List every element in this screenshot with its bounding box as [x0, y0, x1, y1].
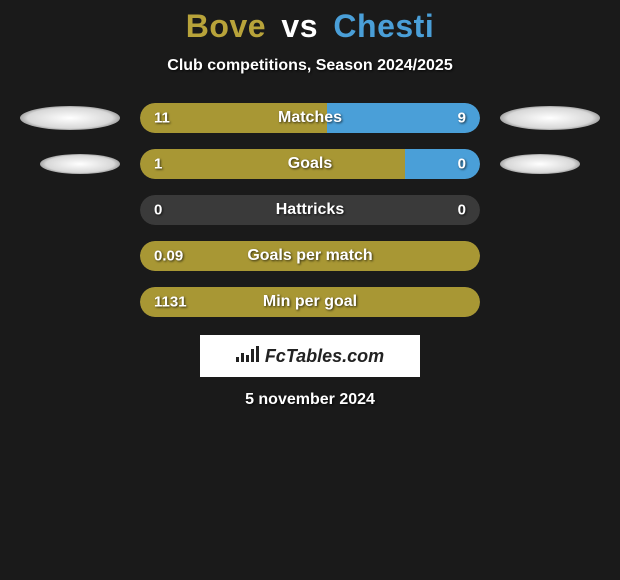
title-vs: vs — [281, 8, 318, 44]
player1-marker — [20, 106, 120, 130]
chart-icon — [236, 346, 259, 367]
player1-marker — [40, 154, 120, 174]
player1-name: Bove — [186, 8, 266, 44]
stat-row: 1Goals0 — [0, 149, 620, 179]
stat-row: 0.09Goals per match — [0, 241, 620, 271]
player2-name: Chesti — [333, 8, 434, 44]
player2-marker — [500, 154, 580, 174]
bar-track — [140, 195, 480, 225]
bar-left-fill — [140, 103, 327, 133]
stat-bar: 0Hattricks0 — [140, 195, 480, 225]
stat-row: 11Matches9 — [0, 103, 620, 133]
bar-left-fill — [140, 287, 480, 317]
bar-right-fill — [405, 149, 480, 179]
stat-bar: 0.09Goals per match — [140, 241, 480, 271]
bar-left-fill — [140, 241, 480, 271]
stat-bar: 1131Min per goal — [140, 287, 480, 317]
stat-row: 0Hattricks0 — [0, 195, 620, 225]
branding-text: FcTables.com — [265, 346, 384, 367]
comparison-widget: Bove vs Chesti Club competitions, Season… — [0, 0, 620, 409]
bar-right-fill — [327, 103, 480, 133]
bar-left-fill — [140, 149, 405, 179]
page-title: Bove vs Chesti — [0, 8, 620, 45]
subtitle: Club competitions, Season 2024/2025 — [0, 57, 620, 75]
stat-bar: 11Matches9 — [140, 103, 480, 133]
stats-list: 11Matches9 1Goals0 0Hattricks0 0.09Goals pe… — [0, 103, 620, 317]
stat-bar: 1Goals0 — [140, 149, 480, 179]
branding-badge: FcTables.com — [200, 335, 420, 377]
stat-row: 1131Min per goal — [0, 287, 620, 317]
date-label: 5 november 2024 — [0, 391, 620, 409]
player2-marker — [500, 106, 600, 130]
